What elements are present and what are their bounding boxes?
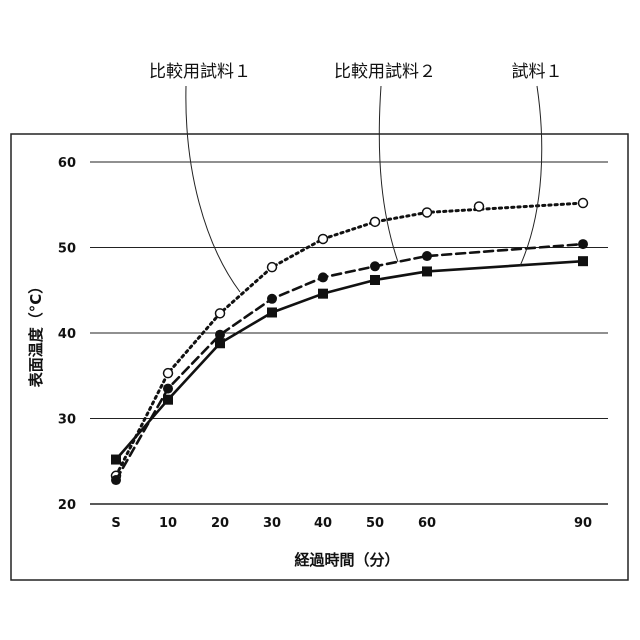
series-2-point-10	[163, 384, 173, 394]
legend-labels: 比較用試料１ 比較用試料２ 試料１	[149, 62, 563, 82]
y-axis-title: 表面温度（°C）	[27, 279, 45, 388]
x-tick-20: 20	[211, 516, 229, 531]
y-tick-60: 60	[58, 156, 76, 171]
y-tick-40: 40	[58, 327, 76, 342]
legend-label-1: 比較用試料１	[149, 62, 251, 82]
series-3-point-50	[370, 275, 380, 285]
y-tick-30: 30	[58, 413, 76, 428]
x-tick-40: 40	[314, 516, 332, 531]
x-tick-50: 50	[366, 516, 384, 531]
series-2-point-s	[111, 475, 121, 485]
x-tick-90: 90	[574, 516, 592, 531]
series-1-point-40	[319, 234, 328, 243]
series-1-point-90	[579, 199, 588, 208]
series-1-point-50	[371, 217, 380, 226]
series-2-point-50	[370, 261, 380, 271]
series-1-point-10	[164, 369, 173, 378]
series-1-point-60	[423, 208, 432, 217]
series-3-point-90	[578, 256, 588, 266]
x-axis-title: 経過時間（分）	[294, 551, 399, 569]
series-3-point-s	[111, 455, 121, 465]
series-2-point-60	[422, 251, 432, 261]
legend-label-2: 比較用試料２	[334, 62, 436, 82]
chart-frame	[11, 134, 628, 580]
x-tick-30: 30	[263, 516, 281, 531]
series-2-point-40	[318, 272, 328, 282]
x-tick-10: 10	[159, 516, 177, 531]
y-tick-20: 20	[58, 498, 76, 513]
series-2-point-90	[578, 239, 588, 249]
x-tick-s: S	[111, 516, 120, 531]
series-1-point-30	[268, 263, 277, 272]
series-2-point-30	[267, 294, 277, 304]
series-2-point-20	[215, 330, 225, 340]
series-3-point-40	[318, 289, 328, 299]
series-1-point-70	[475, 202, 484, 211]
series-3-point-30	[267, 307, 277, 317]
series-3-point-10	[163, 395, 173, 405]
series-3-point-60	[422, 266, 432, 276]
legend-label-3: 試料１	[512, 62, 563, 82]
series-1-point-20	[216, 309, 225, 318]
y-tick-50: 50	[58, 242, 76, 257]
x-tick-60: 60	[418, 516, 436, 531]
series-3-point-20	[215, 338, 225, 348]
